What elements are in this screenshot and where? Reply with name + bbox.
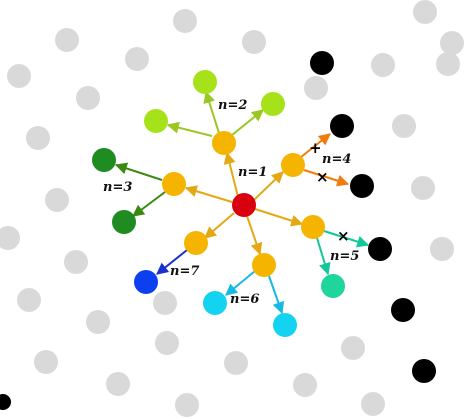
gray-dot [34, 350, 58, 374]
center-node [232, 193, 256, 217]
arrow-n3 [132, 191, 166, 217]
gray-dot [17, 288, 41, 312]
arrows [114, 90, 370, 315]
gray-dot [224, 351, 248, 375]
black-dot [330, 114, 354, 138]
gray-dot [371, 53, 395, 77]
label-n4: n=4 [322, 152, 351, 167]
arrow-n4 [303, 169, 350, 187]
ring-node-n4 [281, 153, 305, 177]
gray-dot [153, 291, 177, 315]
gray-dot [242, 30, 266, 54]
arrow-n1 [204, 212, 235, 239]
arrow-n3 [114, 162, 163, 181]
leaf-n2-right [261, 92, 285, 116]
gray-dot [175, 393, 199, 417]
arrow-n6 [225, 270, 256, 296]
black-dot [391, 298, 415, 322]
arrow-n1 [254, 208, 304, 227]
gray-dot [7, 64, 31, 88]
cross-mark: × [337, 227, 350, 245]
leaf-n3-bottom [112, 210, 136, 234]
gray-dot [413, 0, 437, 24]
gray-dot [304, 76, 328, 100]
gray-dot [155, 331, 179, 355]
arrow-n1 [184, 185, 233, 203]
gray-dot [361, 392, 385, 416]
gray-dot [436, 52, 460, 76]
ring-node-n3 [162, 172, 186, 196]
gray-dot [76, 86, 100, 110]
label-n3: n=3 [103, 180, 132, 195]
arrow-n2 [166, 121, 213, 137]
arrow-n2 [231, 109, 264, 136]
cross-mark: × [316, 168, 329, 186]
gray-dot [125, 47, 149, 71]
ring-node-n6 [252, 253, 276, 277]
gray-dot [64, 250, 88, 274]
gray-dot [293, 373, 317, 397]
label-n6: n=6 [230, 292, 259, 307]
leaf-n3-top [92, 148, 116, 172]
leaf-n6-left [203, 291, 227, 315]
gray-dot [411, 176, 435, 200]
black-dot [412, 359, 436, 383]
gray-dot [86, 310, 110, 334]
gray-dot [0, 226, 20, 250]
ring-node-n5 [301, 215, 325, 239]
label-n1: n=1 [238, 165, 267, 180]
leaf-n5 [321, 274, 345, 298]
leaf-n2-left [144, 109, 168, 133]
leaf-n7 [134, 270, 158, 294]
plus-mark: + [309, 139, 322, 157]
gray-dot [55, 28, 79, 52]
gray-dot [341, 336, 365, 360]
arrow-n5 [316, 237, 331, 276]
arrow-n6 [268, 275, 285, 315]
labels: n=1 n=2 n=3 n=4 n=5 n=6 n=7 [103, 98, 359, 307]
leaf-n6-right [273, 313, 297, 337]
arrow-n4 [300, 133, 331, 158]
blocked-marks: + × × [309, 139, 350, 245]
gray-dot [430, 237, 454, 261]
arrow-n1 [252, 171, 284, 202]
gray-dot [106, 372, 130, 396]
leaf-n2-top [193, 70, 217, 94]
ring-node-n7 [184, 231, 208, 255]
label-n7: n=7 [170, 264, 199, 279]
arrow-n1 [223, 151, 239, 198]
gray-dot [392, 114, 416, 138]
gray-dot [440, 31, 464, 55]
gray-dot [173, 9, 197, 33]
arrow-n1 [246, 215, 263, 256]
colored-nodes [92, 70, 345, 337]
arrow-n2 [203, 90, 220, 134]
black-dot [0, 394, 11, 410]
arrow-n7 [156, 249, 188, 275]
arrow-n5 [323, 230, 370, 248]
ring-node-n2 [212, 131, 236, 155]
label-n2: n=2 [218, 98, 247, 113]
label-n5: n=5 [330, 249, 359, 264]
black-dots [0, 51, 436, 410]
gray-dot [26, 126, 50, 150]
black-dot [350, 174, 374, 198]
black-dot [310, 51, 334, 75]
black-dot [368, 237, 392, 261]
gray-dot [45, 188, 69, 212]
